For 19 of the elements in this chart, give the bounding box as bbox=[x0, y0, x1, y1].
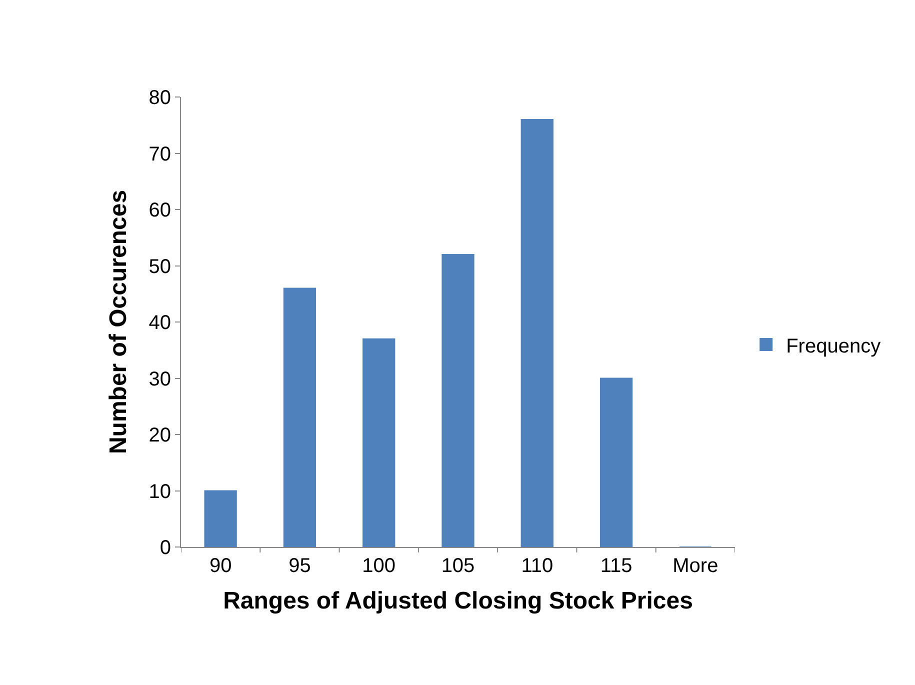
legend-label: Frequency bbox=[786, 335, 881, 358]
x-tick-label: 100 bbox=[362, 555, 396, 577]
y-axis-title: Number of Occurences bbox=[104, 190, 132, 454]
x-tick-label: 115 bbox=[600, 555, 632, 577]
x-axis-title: Ranges of Adjusted Closing Stock Prices bbox=[223, 587, 693, 614]
y-tick-label: 60 bbox=[148, 200, 171, 222]
x-tick-label: 95 bbox=[288, 555, 311, 577]
y-tick-label: 80 bbox=[148, 87, 171, 109]
x-tick-label: More bbox=[672, 555, 718, 577]
y-tick-label: 50 bbox=[148, 256, 171, 278]
y-tick-label: 10 bbox=[148, 480, 171, 503]
y-tick-label: 0 bbox=[160, 537, 171, 559]
y-tick-label: 70 bbox=[148, 143, 171, 166]
x-tick-label: 110 bbox=[521, 555, 554, 577]
y-tick-label: 40 bbox=[148, 312, 171, 334]
y-tick-label: 20 bbox=[148, 424, 171, 446]
x-tick-label: 90 bbox=[209, 555, 232, 577]
x-tick-label: 105 bbox=[441, 555, 475, 577]
y-tick-label: 30 bbox=[148, 368, 171, 390]
